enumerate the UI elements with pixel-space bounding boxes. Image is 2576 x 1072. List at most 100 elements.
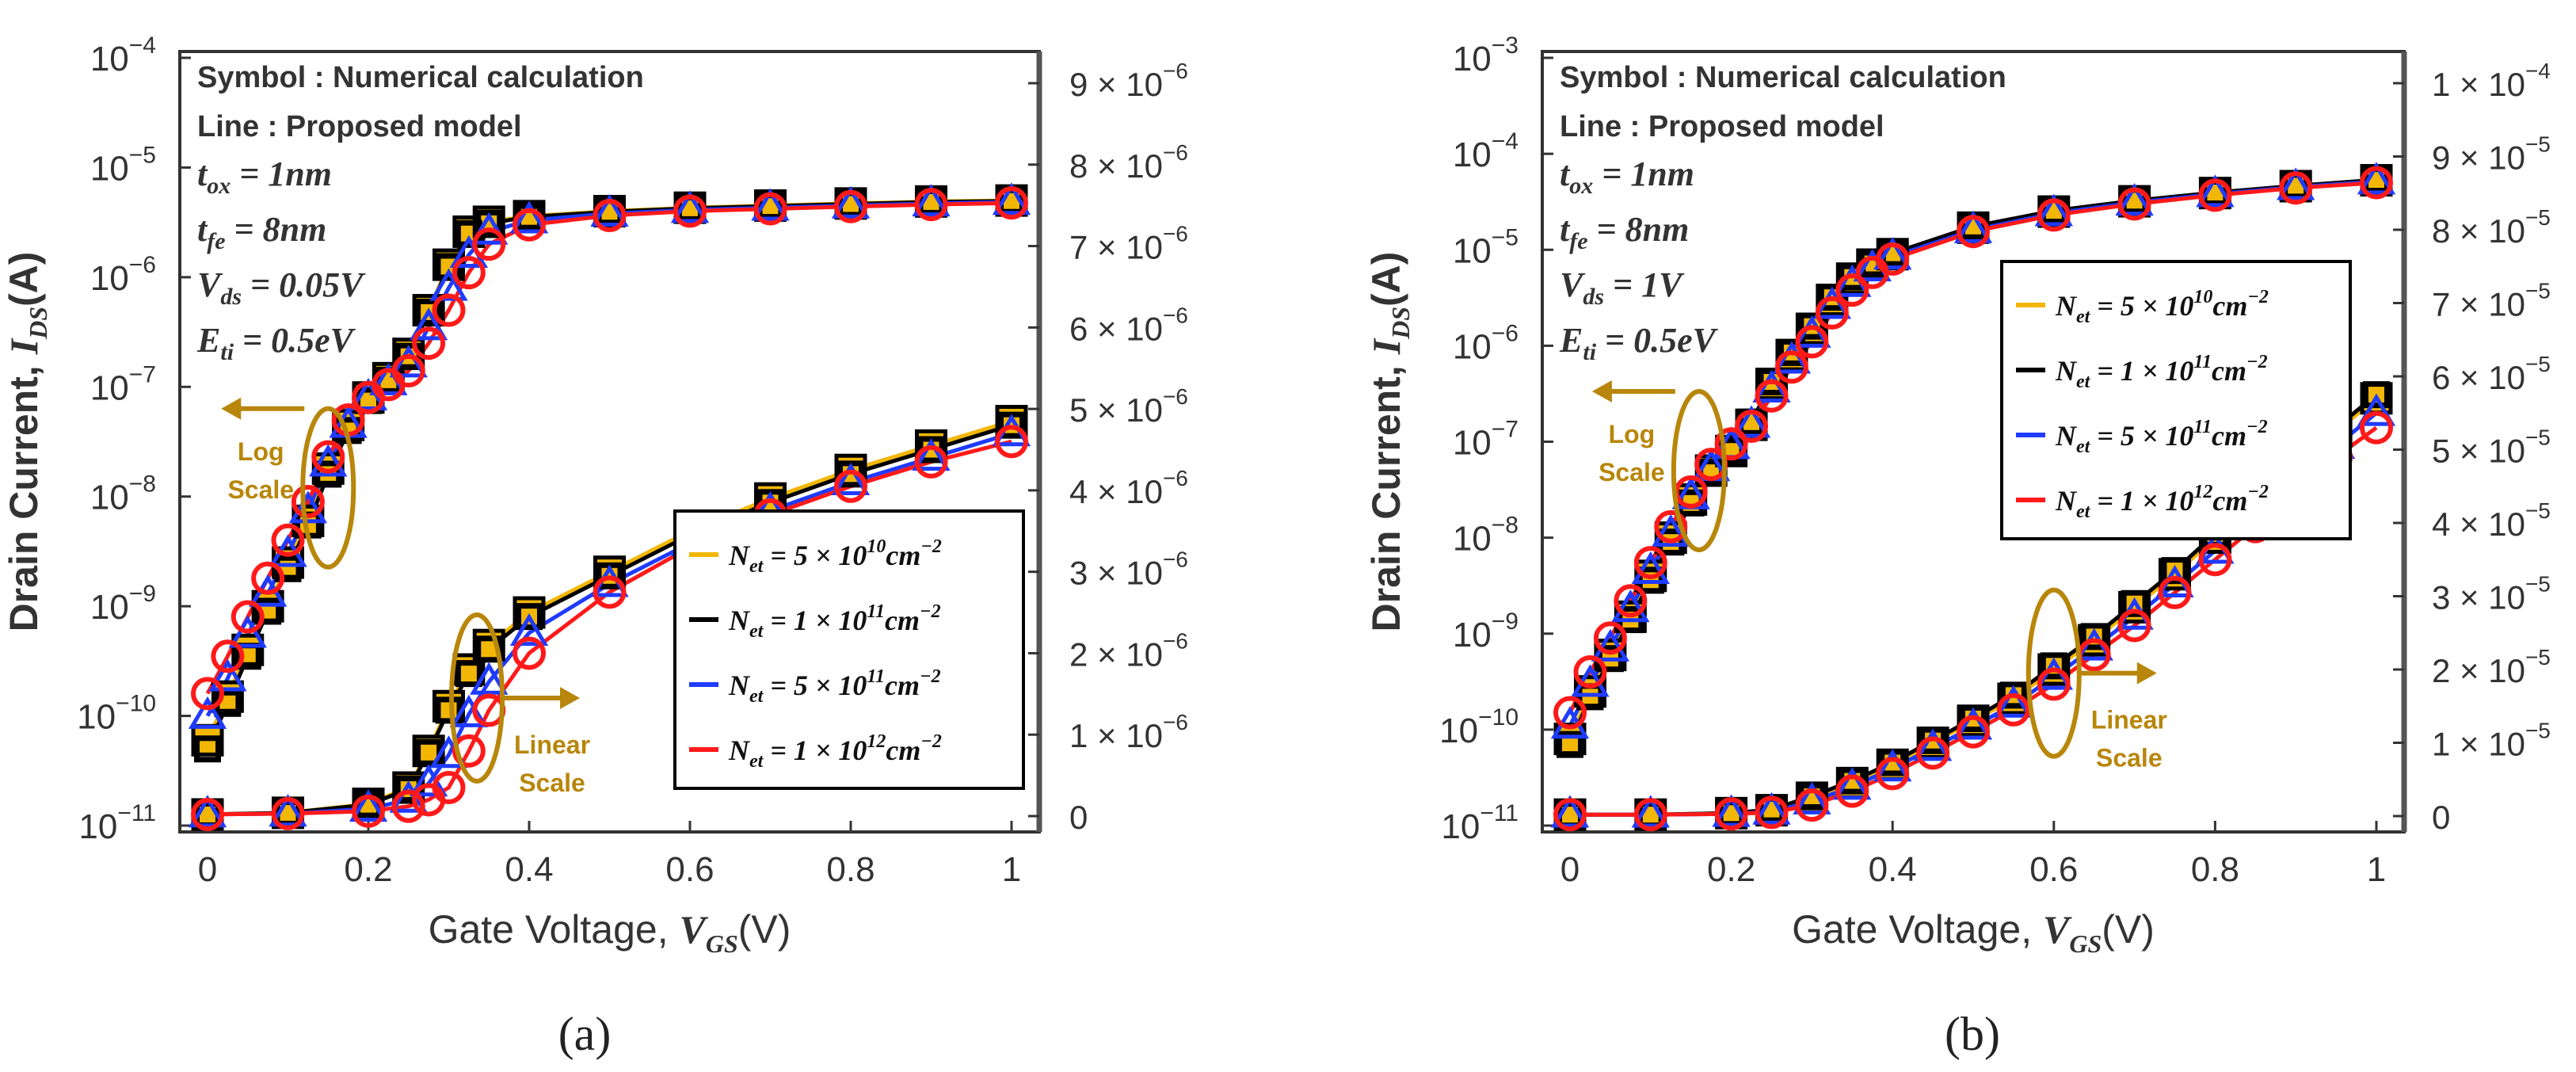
data-point-circle-red [1876, 242, 1910, 276]
text-part: −2 [920, 731, 942, 752]
text-part: 11 [2193, 352, 2212, 372]
text-part: = [2090, 355, 2121, 387]
text-part: I [1364, 338, 1408, 355]
text-part: 4 × 10 [1069, 473, 1163, 510]
text-part: Scale [227, 475, 294, 504]
y-log-tick-label: 10−9 [1453, 608, 1519, 654]
tick-exponent: −6 [1163, 384, 1188, 409]
text-part: 11 [867, 601, 885, 622]
data-point-triangle-blue [188, 696, 227, 729]
text-part: 10 [1453, 135, 1492, 174]
text-part: cm [886, 734, 920, 766]
text-part: Line : Proposed model [1560, 110, 1884, 143]
y-log-tick-label: 10−6 [1453, 320, 1519, 366]
text-part: 11 [2193, 417, 2212, 437]
legend-box [2000, 260, 2352, 540]
tick-exponent: −11 [117, 800, 156, 826]
x-tick-label: 0 [1560, 850, 1580, 889]
text-part: −2 [2246, 417, 2268, 437]
data-point-circle-red [1633, 546, 1667, 580]
data-point-circle-red [914, 444, 948, 479]
text-part: fe [207, 228, 225, 254]
text-part: 1 × 10 [2432, 726, 2525, 763]
y-log-tick-label: 10−3 [1453, 32, 1519, 78]
data-point-circle-red [452, 734, 486, 768]
text-part: N [728, 540, 751, 571]
text-part: N [2055, 355, 2078, 387]
info-line: Line : Proposed model [1560, 110, 1884, 143]
data-point-circle-red [2117, 187, 2151, 221]
data-point-triangle-blue [1591, 628, 1630, 662]
text-part: 1 × 10 [2121, 485, 2194, 517]
text-part: = 1nm [231, 155, 332, 193]
panel-a: 0 0.2 0.4 0.6 0.8 110−1110−1010−910−810−710−6… [2, 32, 1188, 1060]
data-point-circle-red [1957, 715, 1990, 749]
text-part: N [2055, 290, 2078, 322]
x-tick-label: 1 [2367, 850, 2386, 889]
y-log-tick-label: 10−8 [90, 471, 156, 517]
info-line: Symbol : Numerical calculation [197, 61, 644, 94]
x-axis-label: Gate Voltage, VGS(V) [1792, 907, 2155, 958]
data-point-circle-red [472, 227, 506, 261]
text-part: 1 × 10 [794, 734, 867, 766]
text-part: 2 × 10 [2432, 652, 2525, 689]
text-part: N [2055, 420, 2078, 452]
y-lin-tick-label: 3 × 10−5 [2432, 572, 2551, 616]
y-log-tick-label: 10−5 [1453, 224, 1519, 270]
text-part: = [763, 734, 794, 766]
text-part: N [728, 605, 751, 636]
tick-exponent: −6 [1163, 628, 1188, 653]
data-point-triangle-blue [1953, 210, 1993, 243]
text-part: GS [2069, 929, 2102, 958]
data-point-square-black [415, 298, 443, 326]
x-tick-label: 1 [1002, 850, 1021, 889]
text-part: ds [220, 284, 242, 310]
text-part: cm [2212, 355, 2246, 387]
text-part: 3 × 10 [1069, 555, 1163, 592]
data-point-square-black [435, 696, 463, 724]
text-part: (A) [2, 252, 46, 307]
text-part: 10 [1453, 520, 1492, 559]
text-part: et [749, 556, 764, 577]
y-lin-tick-label: 8 × 10−5 [2432, 205, 2551, 250]
text-part: N [728, 734, 751, 766]
data-point-circle-red [1795, 325, 1829, 359]
data-point-circle-red [2198, 178, 2232, 212]
markers-blue [1550, 162, 2396, 828]
info-line: tox = 1nm [1560, 155, 1694, 199]
text-part: cm [2212, 485, 2247, 517]
log-scale-ellipse [300, 406, 356, 570]
data-point-circle-red [1795, 788, 1829, 822]
x-tick-label: 0.4 [505, 850, 553, 889]
text-part: E [1559, 321, 1583, 360]
text-part: = 1nm [1593, 155, 1694, 193]
data-point-triangle-blue [288, 490, 328, 524]
text-part: et [2076, 307, 2091, 327]
y-lin-tick-label: 0 [2432, 799, 2450, 836]
data-point-triangle-blue [992, 182, 1031, 216]
data-point-circle-red [1553, 798, 1587, 832]
data-point-triangle-blue [349, 789, 388, 822]
y-log-tick-label: 10−11 [78, 800, 156, 846]
data-point-triangle-blue [590, 193, 629, 227]
data-point-triangle-blue [1994, 685, 2033, 718]
text-part: 6 × 10 [2432, 359, 2525, 396]
y-log-tick-label: 10−8 [1453, 513, 1519, 559]
info-line: Eti = 0.5eV [196, 321, 356, 365]
y-lin-tick-label: 1 × 10−6 [1069, 710, 1188, 754]
info-line: tox = 1nm [197, 155, 332, 199]
text-part: t [1560, 210, 1571, 249]
tick-exponent: −10 [1478, 704, 1519, 731]
data-point-triangle-blue [2357, 393, 2396, 426]
data-point-circle-red [2037, 198, 2071, 232]
tick-exponent: −5 [129, 142, 156, 168]
text-part: Scale [519, 769, 585, 797]
text-part: ds [1583, 284, 1604, 310]
text-part: 5 × 10 [794, 540, 867, 571]
y-lin-tick-label: 7 × 10−6 [1069, 222, 1188, 266]
annotations: Log Scale Linear Scale [221, 397, 590, 797]
text-part: cm [886, 540, 920, 571]
